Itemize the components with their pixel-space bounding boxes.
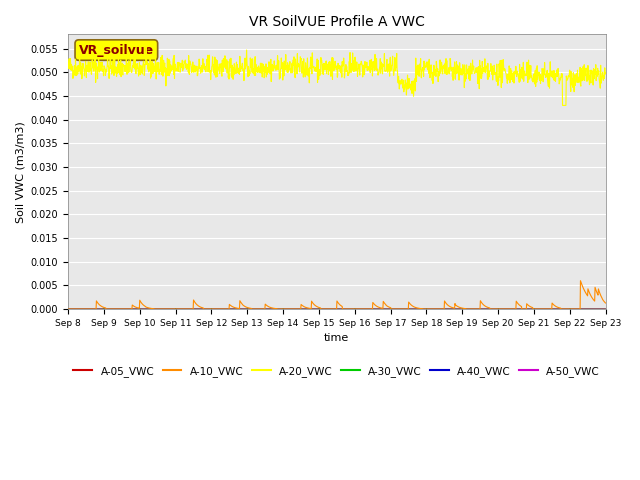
Text: VR_soilvue: VR_soilvue: [79, 44, 154, 57]
Title: VR SoilVUE Profile A VWC: VR SoilVUE Profile A VWC: [249, 15, 425, 29]
Y-axis label: Soil VWC (m3/m3): Soil VWC (m3/m3): [15, 121, 25, 223]
Legend: A-05_VWC, A-10_VWC, A-20_VWC, A-30_VWC, A-40_VWC, A-50_VWC: A-05_VWC, A-10_VWC, A-20_VWC, A-30_VWC, …: [69, 361, 604, 381]
X-axis label: time: time: [324, 334, 349, 343]
